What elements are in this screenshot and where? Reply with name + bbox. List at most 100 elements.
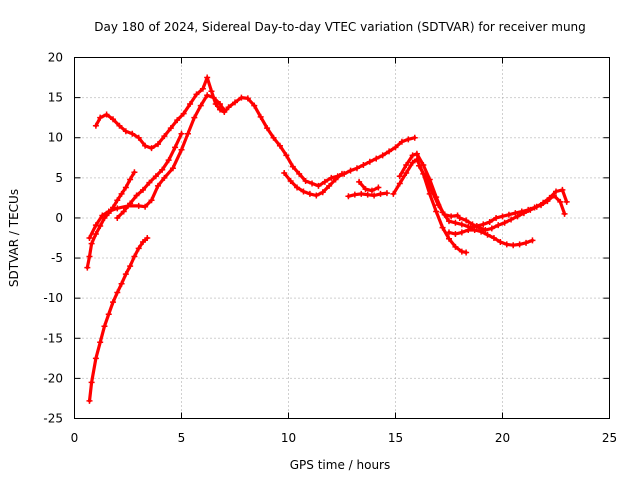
data-point bbox=[270, 134, 277, 141]
data-point bbox=[178, 146, 185, 153]
data-point bbox=[503, 241, 510, 248]
data-point bbox=[473, 222, 480, 229]
data-point bbox=[413, 150, 420, 157]
data-point bbox=[435, 202, 442, 209]
data-point bbox=[452, 230, 459, 237]
data-point bbox=[146, 179, 153, 186]
data-point bbox=[523, 239, 530, 246]
data-point bbox=[101, 323, 108, 330]
data-point bbox=[92, 355, 99, 362]
data-point bbox=[264, 125, 271, 132]
series-track-steep-low-points bbox=[86, 235, 151, 404]
series-track-main-points bbox=[92, 74, 418, 189]
data-point bbox=[508, 216, 515, 223]
data-point bbox=[296, 170, 303, 177]
grid bbox=[74, 57, 610, 419]
data-point bbox=[497, 239, 504, 246]
y-tick-label: 0 bbox=[55, 211, 63, 225]
chart-title: Day 180 of 2024, Sidereal Day-to-day VTE… bbox=[94, 20, 586, 34]
data-point bbox=[422, 174, 429, 181]
data-point bbox=[129, 130, 136, 137]
data-point bbox=[165, 157, 172, 164]
data-point bbox=[309, 180, 316, 187]
data-point bbox=[135, 245, 142, 252]
y-tick-label: -25 bbox=[43, 412, 63, 426]
data-point bbox=[120, 208, 127, 215]
data-point bbox=[191, 114, 198, 121]
data-point bbox=[516, 241, 523, 248]
x-tick-label: 0 bbox=[71, 431, 79, 445]
data-point bbox=[347, 167, 354, 174]
data-point bbox=[193, 91, 200, 98]
data-point bbox=[131, 253, 138, 260]
data-point bbox=[538, 202, 545, 209]
data-point bbox=[169, 165, 176, 172]
data-point bbox=[458, 229, 465, 236]
data-point bbox=[525, 206, 532, 213]
data-point bbox=[122, 128, 129, 135]
data-point bbox=[499, 213, 506, 220]
data-point bbox=[405, 136, 412, 143]
data-point bbox=[127, 200, 134, 207]
data-point bbox=[114, 289, 121, 296]
data-point bbox=[114, 214, 121, 221]
data-point bbox=[172, 144, 179, 151]
data-point bbox=[84, 264, 91, 271]
data-point bbox=[456, 214, 463, 221]
plot-frame bbox=[74, 57, 610, 419]
data-point bbox=[550, 192, 557, 199]
data-point bbox=[368, 187, 375, 194]
data-point bbox=[463, 249, 470, 256]
x-tick-label: 10 bbox=[281, 431, 296, 445]
data-point bbox=[529, 237, 536, 244]
series-track-evening-c bbox=[417, 164, 460, 218]
y-tick-label: 15 bbox=[48, 91, 63, 105]
data-point bbox=[217, 106, 224, 113]
data-point bbox=[510, 242, 517, 249]
data-point bbox=[501, 219, 508, 226]
data-point bbox=[154, 141, 161, 148]
data-point bbox=[144, 235, 151, 241]
data-point bbox=[553, 188, 559, 195]
data-point bbox=[458, 248, 465, 255]
data-point bbox=[531, 204, 538, 211]
data-point bbox=[467, 224, 474, 231]
data-point bbox=[345, 193, 352, 200]
data-point bbox=[122, 184, 129, 191]
series-track-from-2h-points bbox=[114, 130, 185, 221]
data-point bbox=[364, 191, 371, 198]
data-point bbox=[127, 176, 134, 183]
data-point bbox=[488, 225, 495, 232]
data-point bbox=[180, 110, 187, 117]
data-point bbox=[302, 178, 309, 185]
data-point bbox=[161, 133, 168, 140]
data-point bbox=[251, 102, 258, 109]
data-point bbox=[154, 182, 161, 189]
data-point bbox=[463, 217, 470, 224]
data-point bbox=[99, 212, 106, 219]
data-point bbox=[386, 148, 393, 155]
data-point bbox=[238, 94, 245, 101]
data-point bbox=[495, 222, 502, 229]
data-point bbox=[92, 222, 99, 229]
data-point bbox=[396, 173, 403, 180]
y-tick-label: 10 bbox=[48, 131, 63, 145]
data-point bbox=[289, 163, 296, 170]
y-tick-label: 20 bbox=[48, 51, 63, 65]
data-point bbox=[114, 205, 121, 212]
data-point bbox=[187, 101, 194, 108]
series-track-steep-low bbox=[87, 236, 149, 403]
data-point bbox=[351, 191, 358, 198]
x-tick-label: 5 bbox=[178, 431, 186, 445]
data-point bbox=[197, 102, 204, 109]
data-point bbox=[398, 138, 405, 145]
data-point bbox=[373, 155, 380, 162]
data-point bbox=[97, 222, 104, 229]
data-point bbox=[161, 174, 168, 181]
data-point bbox=[332, 176, 339, 183]
data-point bbox=[152, 173, 159, 180]
series-track-late-b bbox=[458, 188, 569, 232]
data-point bbox=[392, 144, 399, 151]
data-point bbox=[371, 192, 378, 199]
